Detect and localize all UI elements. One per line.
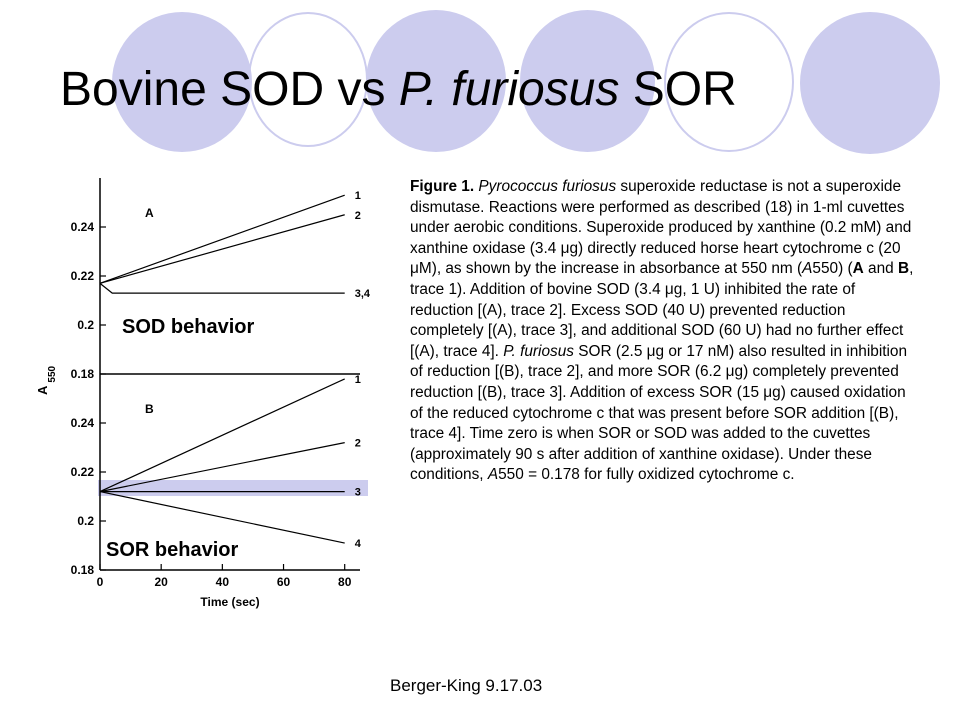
title-text: Bovine SOD vs [60,63,399,116]
caption-segment: 550) ( [812,260,853,278]
y-tick-label: 0.24 [71,220,95,234]
y-tick-label: 0.24 [71,416,95,430]
caption-segment: B [897,260,910,278]
sod-behavior-label: SOD behavior [122,316,254,338]
y-tick-label: 0.18 [71,367,95,381]
figure-caption: Figure 1. Pyrococcus furiosus superoxide… [410,177,915,486]
slide-footer: Berger-King 9.17.03 [390,676,543,695]
trace-label: 1 [355,374,361,386]
title-text-end: SOR [619,63,737,116]
trace-label: 2 [355,210,361,222]
y-axis-label: A [35,385,50,395]
figure-chart: 0.240.220.20.180.240.220.20.180 20 40 60 80 … [35,178,371,609]
trace-label: 2 [355,438,361,450]
caption-segment: A [802,260,813,278]
x-tick-label: 20 [154,575,168,589]
axis-ticks: 0.240.220.20.180.240.220.20.180 20 40 60 80 [71,220,352,589]
slide-title: Bovine SOD vs P. furiosus SOR [60,62,737,117]
x-tick-label: 0 [97,575,104,589]
svg-text:A550: A 550 [35,365,58,395]
caption-segment: Figure 1. [410,178,479,195]
panel-label-b: B [145,402,154,416]
trace-label: 4 [355,538,362,550]
trace-2-line [99,214,345,284]
x-axis-label: Time (sec) [200,595,259,609]
y-tick-label: 0.2 [77,318,94,332]
y-tick-label: 0.22 [71,269,95,283]
decor-circle-6 [800,12,940,154]
trace-3-4-line [99,282,345,294]
trace-label: 3 [355,487,361,499]
decor-circle-1 [112,12,252,152]
caption-segment: P. furiosus [503,342,574,360]
y-axis-title: A 550 [35,365,58,395]
decor-circle-3 [366,10,506,152]
trace-1-line [99,378,345,493]
sor-behavior-label: SOR behavior [106,539,238,561]
trace-4-line [99,491,345,544]
caption-segment: SOR (2.5 μg or 17 nM) also resulted in i… [410,342,908,484]
caption-segment: A [487,466,499,484]
caption-segment: and [863,260,898,278]
y-tick-label: 0.22 [71,465,95,479]
x-tick-label: 40 [216,575,230,589]
caption-segment: A [852,260,864,278]
decor-circle-5 [664,12,794,152]
trace-2-line [99,442,345,493]
trace-1-line [99,194,345,284]
caption-segment: 550 = 0.178 for fully oxidized cytochrom… [498,466,795,484]
title-species: P. furiosus [398,63,620,116]
panel-label-a: A [145,206,154,220]
x-tick-label: 80 [338,575,352,589]
decor-circle-4 [520,10,655,152]
trace-3-highlight [98,480,368,496]
caption-segment: , trace 1). Addition of bovine SOD (3.4 … [410,260,914,360]
trace-label: 1 [355,190,361,202]
y-tick-label: 0.18 [71,563,95,577]
y-tick-label: 0.2 [77,514,94,528]
x-tick-label: 60 [277,575,291,589]
trace-label: 3,4 [355,288,371,300]
y-axis-subscript: 550 [47,365,58,382]
caption-segment: Pyrococcus furiosus [478,178,617,195]
caption-segment: superoxide reductase is not a superoxide… [410,178,912,278]
chart-marks: 1 2 3,4 1 2 3 4 [99,190,371,550]
